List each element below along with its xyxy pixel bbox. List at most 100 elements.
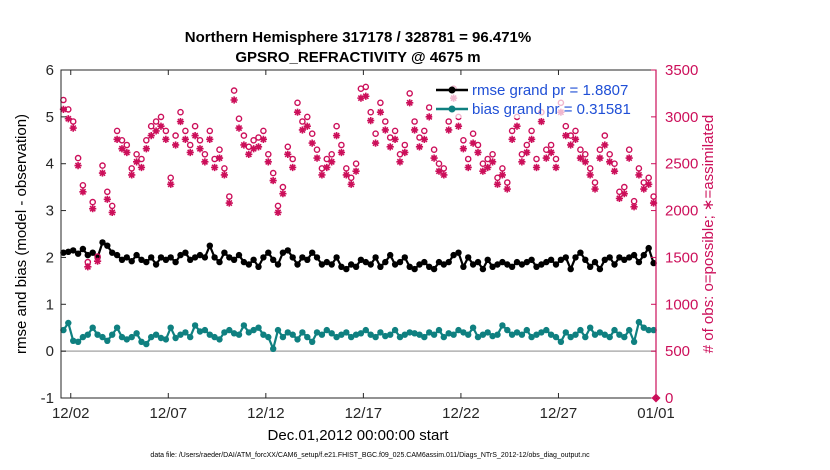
- data-point-bias: [630, 338, 638, 345]
- data-point-bias: [167, 324, 174, 331]
- data-point-rmse: [309, 249, 316, 256]
- data-point-bias: [182, 329, 189, 336]
- data-point-rmse: [123, 254, 130, 261]
- data-point-assimilated: [567, 141, 575, 149]
- data-point-bias: [289, 331, 296, 338]
- data-point-rmse: [148, 254, 155, 261]
- y-tick-label: -1: [41, 390, 54, 407]
- data-point-bias: [206, 331, 213, 338]
- data-point-bias: [109, 331, 116, 338]
- data-point-assimilated: [640, 185, 648, 193]
- data-point-possible: [157, 113, 165, 121]
- data-point-bias: [616, 331, 623, 338]
- y-right-tick-label: 3500: [665, 62, 698, 79]
- data-point-assimilated: [362, 92, 370, 100]
- data-point-assimilated: [367, 117, 375, 125]
- data-point-bias: [230, 330, 238, 337]
- data-point-bias: [348, 333, 355, 341]
- data-point-rmse: [74, 250, 82, 257]
- data-point-assimilated: [98, 169, 107, 177]
- data-point-bias: [333, 333, 340, 341]
- data-point-assimilated: [381, 126, 389, 134]
- data-point-assimilated: [250, 145, 258, 153]
- data-point-possible: [318, 165, 326, 172]
- data-point-assimilated: [547, 148, 555, 157]
- data-point-assimilated: [537, 117, 545, 126]
- data-point-possible: [250, 136, 257, 144]
- data-point-bias: [94, 331, 101, 338]
- data-point-possible: [172, 132, 179, 139]
- data-point-rmse: [338, 263, 345, 270]
- data-point-assimilated: [123, 148, 131, 157]
- data-point-assimilated: [162, 135, 170, 143]
- data-point-rmse: [265, 249, 272, 256]
- data-point-assimilated: [113, 135, 121, 143]
- data-point-assimilated: [571, 135, 580, 143]
- data-point-assimilated: [625, 154, 633, 162]
- data-point-assimilated: [108, 208, 116, 217]
- data-point-assimilated: [523, 148, 531, 157]
- data-point-assimilated: [308, 139, 316, 147]
- data-point-assimilated: [357, 94, 365, 102]
- data-point-bias: [260, 331, 267, 338]
- data-point-bias: [465, 331, 472, 338]
- data-point-rmse: [372, 254, 379, 261]
- data-point-assimilated: [313, 154, 321, 162]
- data-point-rmse: [187, 256, 194, 263]
- data-point-rmse: [201, 254, 209, 261]
- data-point-assimilated: [342, 171, 350, 179]
- data-point-possible: [152, 118, 160, 125]
- data-point-assimilated: [337, 148, 346, 157]
- data-point-rmse: [499, 258, 506, 266]
- data-point-possible: [460, 136, 467, 144]
- data-point-possible: [484, 155, 492, 163]
- data-point-bias: [421, 333, 428, 341]
- data-point-bias: [635, 318, 643, 326]
- data-point-rmse: [274, 261, 282, 268]
- data-point-bias: [65, 319, 72, 327]
- data-point-rmse: [99, 239, 106, 246]
- data-point-possible: [528, 127, 535, 135]
- data-point-possible: [445, 118, 453, 125]
- data-point-possible: [440, 165, 448, 172]
- data-point-bias: [387, 331, 394, 338]
- data-point-rmse: [596, 265, 604, 273]
- data-point-bias: [377, 329, 384, 336]
- data-point-assimilated: [64, 115, 72, 123]
- data-point-possible: [206, 127, 214, 135]
- data-point-bias: [84, 331, 92, 338]
- data-point-bias: [89, 324, 96, 331]
- data-point-assimilated: [620, 190, 628, 198]
- data-point-bias: [338, 331, 345, 338]
- data-point-assimilated: [513, 122, 521, 130]
- data-point-rmse: [587, 263, 594, 270]
- data-point-possible: [630, 197, 638, 205]
- data-point-rmse: [460, 263, 467, 270]
- data-point-assimilated: [376, 108, 385, 116]
- data-point-possible: [591, 179, 599, 186]
- data-point-possible: [313, 146, 321, 153]
- data-point-assimilated: [440, 171, 448, 179]
- data-point-rmse: [572, 254, 579, 261]
- data-point-bias: [435, 326, 443, 334]
- data-point-bias: [406, 329, 413, 336]
- data-point-assimilated: [274, 208, 282, 217]
- data-point-bias: [640, 324, 647, 331]
- data-point-assimilated: [74, 161, 82, 170]
- data-point-possible: [147, 122, 155, 130]
- data-point-possible: [411, 118, 418, 125]
- data-point-rmse: [211, 254, 218, 261]
- data-point-rmse: [523, 258, 530, 266]
- data-point-rmse: [455, 249, 462, 256]
- data-point-rmse: [591, 258, 599, 266]
- data-point-possible: [596, 146, 604, 153]
- data-point-possible: [362, 83, 370, 91]
- data-point-bias: [401, 331, 408, 338]
- data-point-bias: [255, 324, 262, 331]
- data-point-bias: [357, 330, 365, 337]
- data-point-bias: [328, 330, 335, 337]
- series-assimilated: [59, 92, 658, 271]
- data-point-possible: [303, 113, 311, 121]
- data-point-rmse: [60, 249, 67, 256]
- data-point-rmse: [484, 256, 491, 263]
